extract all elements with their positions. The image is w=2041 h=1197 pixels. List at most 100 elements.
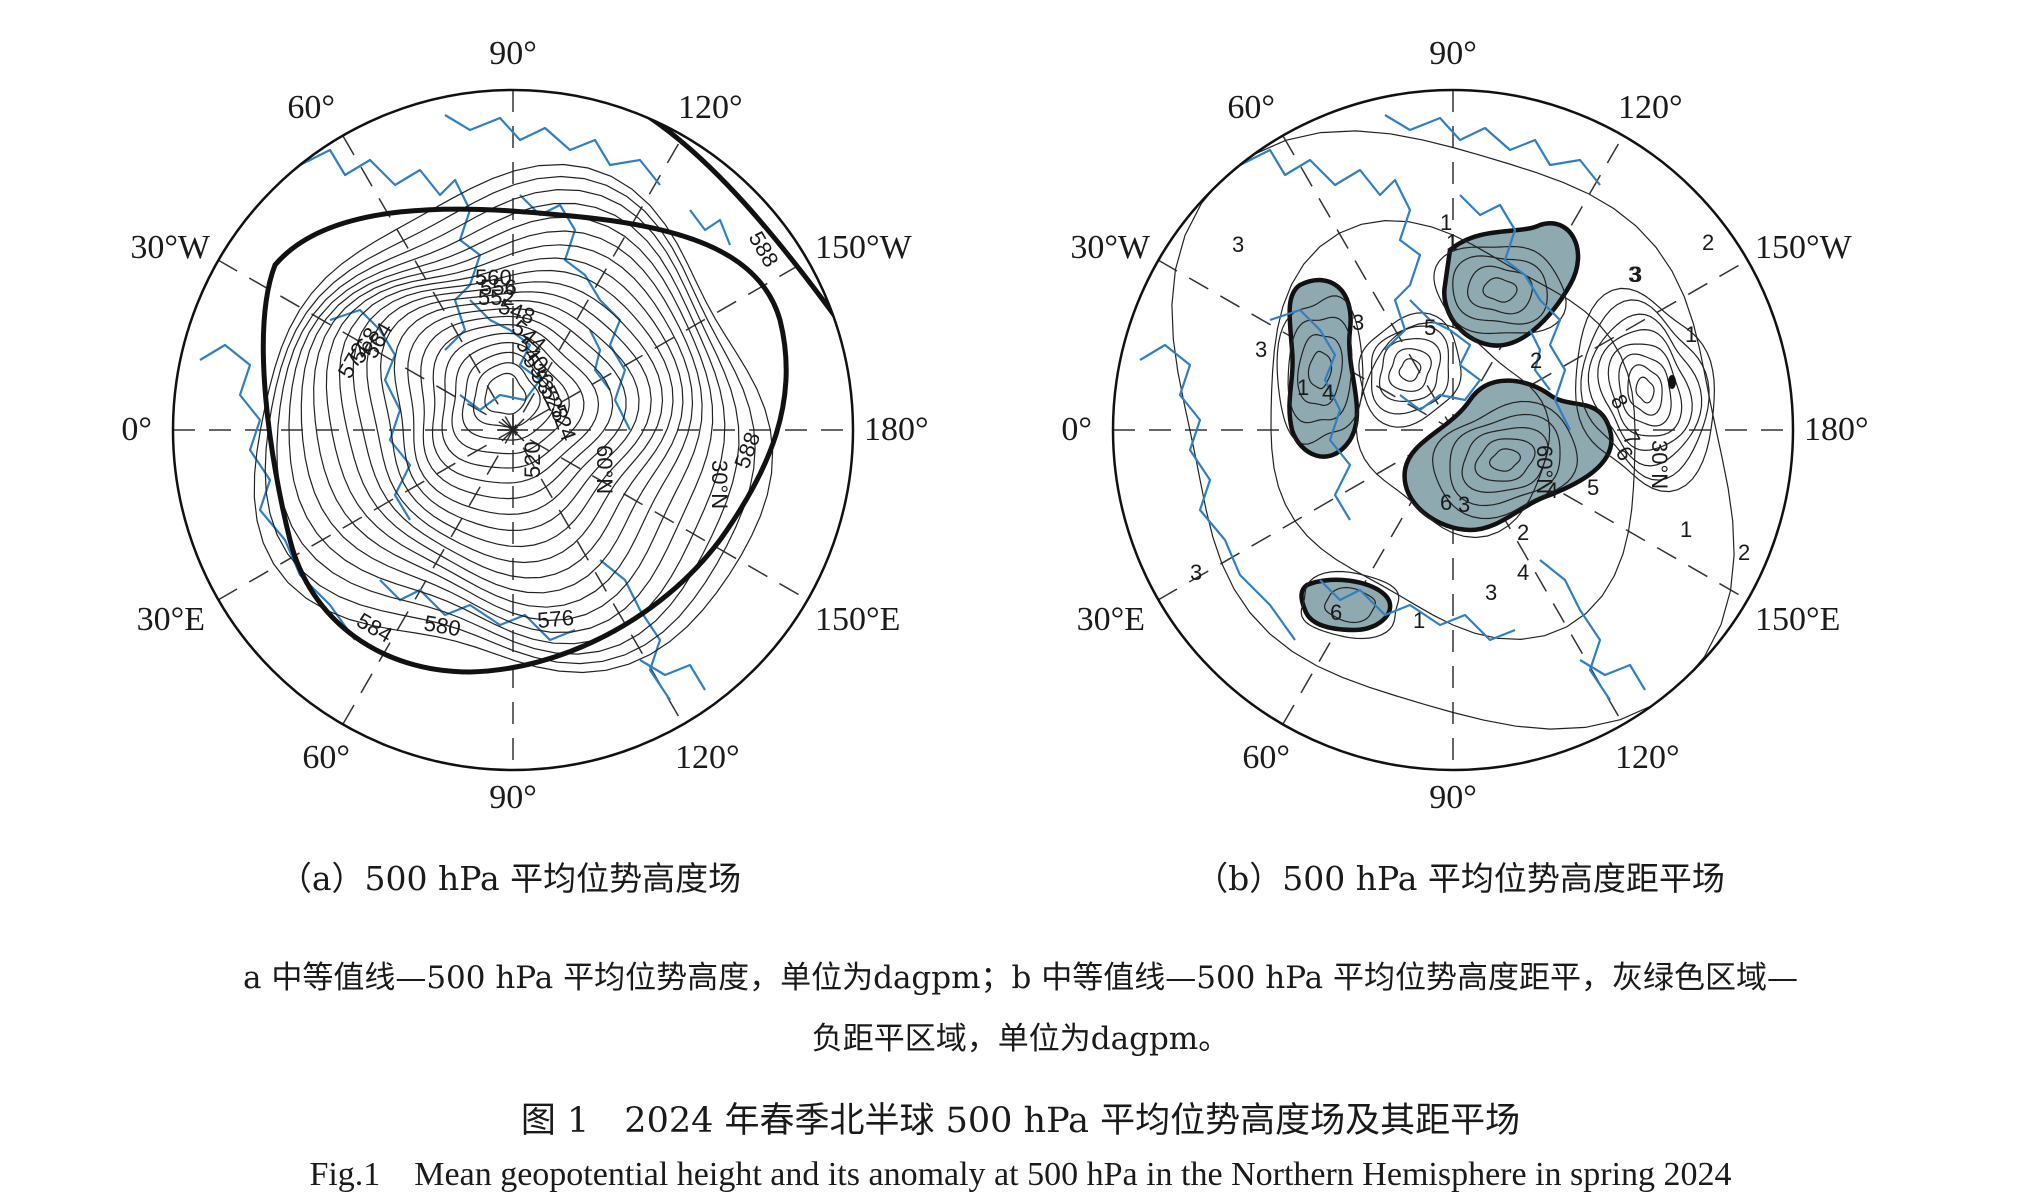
- contour-label: 3: [1458, 492, 1470, 517]
- contour-label: 552: [478, 285, 515, 310]
- contour-line: [472, 362, 541, 428]
- contour-label: 588: [744, 227, 784, 271]
- panel-b-lon-lower-right: 120°: [1615, 739, 1680, 776]
- anomaly-contour-line: [1587, 313, 1703, 467]
- panel-b-contours: [1171, 130, 1735, 730]
- panel-a-lon-left: 0°: [121, 411, 152, 448]
- panel-b-negative-anomaly: [1287, 221, 1614, 633]
- anomaly-contour-line: [1627, 364, 1663, 416]
- anomaly-contour-line: [1270, 219, 1636, 641]
- panel-b-caption: （b）500 hPa 平均位势高度距平场: [1195, 859, 1725, 898]
- anomaly-contour-line: [1300, 570, 1400, 640]
- panel-b-coastlines: [1139, 114, 1646, 701]
- contour-label: 560: [475, 265, 512, 290]
- panel-a-frame: [171, 88, 855, 772]
- anomaly-contour-line: [1358, 312, 1462, 428]
- figure-note-line1: a 中等值线—500 hPa 平均位势高度，单位为dagpm；b 中等值线—50…: [242, 960, 1799, 996]
- panel-a-lon-right-lower: 150°E: [815, 601, 900, 638]
- anomaly-contour-line: [1378, 337, 1442, 403]
- panel-a-lon-bottom: 90°: [489, 779, 537, 816]
- contour-line: [407, 307, 627, 516]
- anomaly-contour-line: [1433, 245, 1567, 335]
- panel-a-lat-30n: 30°N: [707, 460, 732, 509]
- contour-label: 5: [1587, 475, 1599, 500]
- anomaly-contour-line: [1452, 255, 1548, 325]
- anomaly-contour-line: [1449, 413, 1561, 507]
- anomaly-contour-line: [1488, 448, 1522, 472]
- contour-label: 576: [536, 605, 575, 633]
- contour-line: [338, 257, 684, 594]
- anomaly-contour-line: [1307, 350, 1333, 390]
- anomaly-contour-line: [1276, 295, 1364, 445]
- anomaly-contour-line: [1355, 321, 1551, 539]
- panel-a-588-contour: [260, 206, 789, 675]
- anomaly-contour-line: [1607, 343, 1683, 437]
- panel-a-lon-upper-left: 60°: [287, 89, 335, 126]
- panel-b-lon-top: 90°: [1429, 35, 1477, 72]
- panel-a-lat-60n: 60°N: [592, 445, 617, 494]
- panel-b-lon-upper-right: 120°: [1618, 89, 1683, 126]
- anomaly-contour-line: [1466, 265, 1534, 315]
- figure-title-zh: 图 1 2024 年春季北半球 500 hPa 平均位势高度场及其距平场: [520, 1101, 1521, 1141]
- panel-a-caption: （a）500 hPa 平均位势高度场: [278, 859, 742, 898]
- contour-line: [253, 163, 774, 674]
- contour-line: [484, 372, 527, 415]
- contour-label: 1: [1297, 375, 1309, 400]
- contour-label: 1: [1680, 517, 1692, 542]
- contour-label: 6: [1440, 490, 1452, 515]
- panel-a-588-outer: [618, 97, 848, 332]
- contour-label: 2: [1530, 348, 1542, 373]
- panel-b-map: 90° 60° 120° 30°W 150°W 0° 180° 30°E 150…: [1061, 35, 1868, 816]
- anomaly-contour-line: [1580, 299, 1710, 481]
- anomaly-contour-line: [1482, 277, 1518, 303]
- contour-label: 524: [545, 401, 581, 444]
- contour-label: 8: [1606, 390, 1634, 413]
- panel-a-lon-right-upper: 150°W: [815, 229, 913, 266]
- contour-label: 1: [1440, 210, 1452, 235]
- contour-label: 2: [1702, 230, 1714, 255]
- contour-line: [276, 188, 740, 655]
- panel-b-lat-30n: 30°N: [1647, 440, 1672, 489]
- figure-title-en: Fig.1 Mean geopotential height and its a…: [309, 1156, 1732, 1193]
- positive-anomaly-center: [1668, 375, 1676, 389]
- contour-line: [325, 244, 694, 608]
- anomaly-contour-line: [1574, 287, 1716, 493]
- contour-label: 3: [1232, 232, 1244, 257]
- panel-b-lon-upper-left: 60°: [1227, 89, 1275, 126]
- anomaly-contour-line: [1635, 376, 1655, 404]
- anomaly-contour-line: [1431, 400, 1579, 520]
- contour-label: 588: [729, 429, 765, 472]
- panel-a-lon-top: 90°: [489, 35, 537, 72]
- contour-label: 5: [1424, 315, 1436, 340]
- contour-label: 3: [1255, 337, 1267, 362]
- contour-label: 4: [1517, 560, 1529, 585]
- panel-a-lon-right: 180°: [864, 411, 929, 448]
- figure-note-line2: 负距平区域，单位为dagpm。: [811, 1021, 1230, 1057]
- contour-line: [461, 351, 556, 441]
- contour-label: 3: [1628, 262, 1640, 287]
- contour-label: 4: [1546, 478, 1558, 503]
- contour-line: [451, 341, 570, 455]
- anomaly-contour-line: [1398, 358, 1422, 382]
- contour-line: [379, 291, 652, 548]
- anomaly-contour-line: [1474, 438, 1536, 482]
- panel-b-frame: [1111, 88, 1795, 772]
- panel-b-lat-60n: 60°N: [1532, 445, 1557, 494]
- anomaly-contour-line: [1171, 130, 1735, 730]
- panel-a-lon-left-upper: 30°W: [130, 229, 211, 266]
- panel-b-lon-left-upper: 30°W: [1070, 229, 1151, 266]
- negative-anomaly-region: [1287, 277, 1360, 459]
- contour-line: [313, 230, 703, 622]
- panel-a-lon-left-lower: 30°E: [137, 601, 205, 638]
- panel-a-lon-lower-left: 60°: [302, 739, 350, 776]
- anomaly-contour-line: [1618, 353, 1672, 427]
- north-pole-marker: [498, 415, 528, 445]
- panel-b-lon-right-upper: 150°W: [1755, 229, 1853, 266]
- contour-label: 3: [1352, 310, 1364, 335]
- contour-label: 2: [1517, 520, 1529, 545]
- panel-b-lon-right-lower: 150°E: [1755, 601, 1840, 638]
- panel-a-lon-lower-right: 120°: [675, 739, 740, 776]
- contour-label: 4: [1322, 380, 1334, 405]
- contour-label: 1: [1446, 230, 1458, 255]
